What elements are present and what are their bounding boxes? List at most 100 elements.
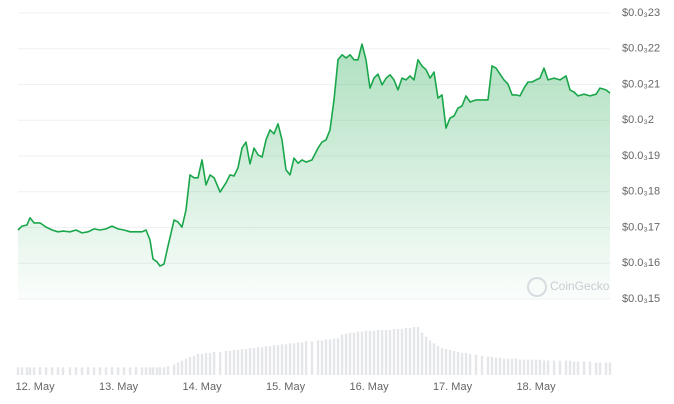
volume-bar [538, 359, 542, 375]
volume-bar [310, 341, 314, 375]
volume-bar [452, 351, 456, 375]
volume-bar [248, 348, 252, 375]
volume-bar [44, 367, 48, 375]
volume-bar [80, 367, 84, 375]
volume-bar [32, 367, 36, 375]
price-line [17, 43, 611, 267]
volume-bar [400, 328, 404, 375]
y-tick-label: $0.0₃23 [622, 7, 660, 19]
y-tick-label: $0.0₃22 [622, 43, 660, 55]
x-tick-label: 18. May [516, 381, 556, 393]
volume-bar [480, 355, 484, 375]
volume-bar [232, 350, 236, 375]
volume-bar [474, 354, 478, 375]
volume-bar [336, 338, 340, 375]
volume-bar [98, 367, 102, 375]
volume-bar [344, 333, 348, 375]
volume-bar [134, 367, 138, 375]
volume-bar [372, 330, 376, 375]
volume-bar [510, 358, 514, 375]
x-tick-label: 12. May [15, 381, 55, 393]
volume-bar [432, 343, 436, 375]
volume-bar [86, 367, 90, 375]
volume-bar [380, 329, 384, 375]
volume-bar [502, 358, 506, 375]
volume-bar [460, 352, 464, 375]
y-tick-label: $0.0₃2 [622, 114, 654, 126]
volume-bar [212, 351, 216, 375]
volume-bar [224, 351, 228, 375]
volume-bar [192, 355, 196, 375]
volume-bar [444, 349, 448, 375]
axis-labels: $0.0₃23 $0.0₃22 $0.0₃21 $0.0₃2 $0.0₃19 $0.0₃1… [15, 7, 660, 393]
volume-bar [598, 362, 602, 375]
volume-bar [144, 367, 148, 375]
volume-bar [92, 367, 96, 375]
volume-bar [228, 351, 232, 375]
volume-bar [300, 342, 304, 375]
volume-bar [436, 346, 440, 375]
volume-bar [514, 358, 518, 375]
volume-bar [384, 329, 388, 375]
volume-bar [388, 329, 392, 375]
volume-bar [526, 359, 530, 375]
y-tick-label: $0.0₃21 [622, 78, 660, 90]
volume-bar [412, 327, 416, 375]
volume-bar [128, 367, 132, 375]
y-tick-label: $0.0₃18 [622, 186, 660, 198]
volume-bar [440, 348, 444, 375]
volume-bar [280, 344, 284, 375]
volume-bar [582, 361, 586, 375]
y-tick-label: $0.0₃15 [622, 293, 660, 305]
volume-bar [104, 367, 108, 375]
volume-bar [56, 367, 60, 375]
volume-bar [564, 360, 568, 375]
volume-bar [518, 359, 522, 375]
volume-bar [276, 345, 280, 375]
volume-bar [568, 360, 572, 375]
volume-bar [204, 352, 208, 375]
volume-bar [552, 360, 556, 375]
volume-bar [236, 350, 240, 375]
price-area [18, 44, 610, 299]
volume-bar [61, 367, 65, 375]
volume-bar [558, 360, 562, 375]
volume-bar [218, 351, 222, 375]
volume-bar [155, 367, 159, 375]
volume-bar [38, 367, 42, 375]
volume-bar [534, 359, 538, 375]
volume-bar [316, 340, 320, 375]
x-tick-label: 13. May [99, 381, 139, 393]
volume-bars [16, 327, 612, 375]
volume-bar [416, 327, 420, 375]
volume-bar [576, 361, 580, 375]
plot [17, 43, 611, 299]
volume-bar [546, 360, 550, 375]
volume-bar [240, 349, 244, 375]
volume-bar [140, 367, 144, 375]
volume-bar [490, 356, 494, 375]
volume-bar [468, 353, 472, 375]
volume-bar [20, 367, 24, 375]
volume-bar [320, 340, 324, 375]
volume-bar [420, 332, 424, 375]
volume-bar [498, 357, 502, 375]
volume-bar [158, 367, 162, 375]
volume-bar [296, 342, 300, 375]
volume-bar [304, 341, 308, 375]
watermark: CoinGecko [550, 279, 610, 293]
volume-bar [260, 347, 264, 375]
volume-bar [196, 353, 200, 375]
volume-bar [256, 347, 260, 375]
volume-bar [25, 367, 29, 375]
x-tick-label: 15. May [266, 381, 306, 393]
volume-bar [176, 362, 180, 375]
volume-bar [392, 328, 396, 375]
volume-bar [608, 362, 612, 375]
volume-bar [594, 362, 598, 375]
volume-bar [340, 334, 344, 375]
volume-bar [148, 367, 152, 375]
volume-bar [328, 339, 332, 375]
volume-bar [172, 364, 176, 375]
